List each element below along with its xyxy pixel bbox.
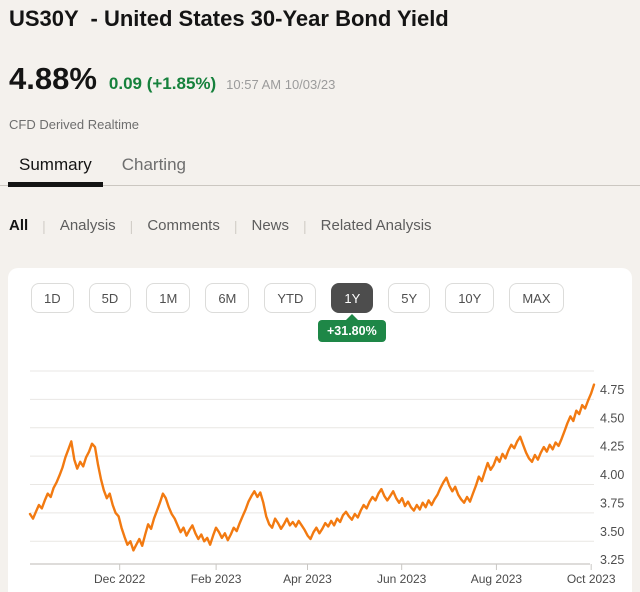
range-button-1y[interactable]: 1Y — [331, 283, 374, 313]
y-axis-label: 3.50 — [600, 525, 624, 539]
y-axis-label: 3.75 — [600, 496, 624, 510]
y-axis-label: 4.25 — [600, 440, 624, 454]
y-axis-label: 4.75 — [600, 383, 624, 397]
tab-summary[interactable]: Summary — [8, 146, 103, 187]
x-axis-label: Aug 2023 — [471, 572, 523, 586]
x-axis-label: Dec 2022 — [94, 572, 146, 586]
subnav-item-news[interactable]: News — [251, 217, 289, 234]
range-button-ytd[interactable]: YTD — [264, 283, 317, 313]
subnav-divider: | — [129, 217, 134, 234]
quote-timestamp: 10:57 AM 10/03/23 — [226, 77, 336, 92]
subnav-divider: | — [233, 217, 238, 234]
range-button-1d[interactable]: 1D — [31, 283, 74, 313]
tab-charting[interactable]: Charting — [121, 155, 186, 174]
x-axis-label: Oct 2023 — [567, 572, 616, 586]
subnav-item-all[interactable]: All — [9, 217, 29, 234]
chart-card: 1D 5D 1M 6M YTD 1Y 5Y 10Y MAX +31.80% 4.75 4.50 4.… — [8, 268, 632, 592]
subnav-divider: | — [42, 217, 46, 234]
page-title: US30Y - United States 30-Year Bond Yield — [9, 6, 449, 31]
y-axis-label: 4.00 — [600, 468, 624, 482]
x-axis-label: Feb 2023 — [191, 572, 242, 586]
yield-line-chart[interactable]: 4.75 4.50 4.25 4.00 3.75 3.50 3.25 Dec 2022 Feb … — [8, 362, 632, 592]
range-button-5y[interactable]: 5Y — [388, 283, 431, 313]
subnav-item-related-analysis[interactable]: Related Analysis — [320, 217, 432, 234]
range-selector: 1D 5D 1M 6M YTD 1Y 5Y 10Y MAX — [31, 283, 564, 313]
subnav-item-comments[interactable]: Comments — [147, 217, 220, 234]
data-source-note: CFD Derived Realtime — [9, 117, 140, 132]
range-button-10y[interactable]: 10Y — [445, 283, 495, 313]
main-tabs: Summary Charting — [0, 146, 640, 187]
last-price: 4.88% — [9, 61, 97, 96]
x-axis-label: Jun 2023 — [377, 572, 427, 586]
range-button-max[interactable]: MAX — [509, 283, 564, 313]
range-button-6m[interactable]: 6M — [205, 283, 250, 313]
price-row: 4.88% 0.09 (+1.85%) 10:57 AM 10/03/23 — [9, 60, 335, 97]
price-change: 0.09 (+1.85%) — [108, 74, 217, 93]
subnav-divider: | — [303, 217, 307, 234]
range-button-1m[interactable]: 1M — [146, 283, 191, 313]
subnav-item-analysis[interactable]: Analysis — [59, 217, 116, 234]
y-axis-label: 4.50 — [600, 411, 624, 425]
content-subnav: All | Analysis | Comments | News | Related Analy… — [9, 217, 432, 234]
range-change-badge: +31.80% — [318, 314, 386, 342]
range-button-5d[interactable]: 5D — [88, 283, 132, 313]
y-axis-label: 3.25 — [600, 553, 624, 567]
yield-series-line — [28, 383, 596, 552]
x-axis-label: Apr 2023 — [283, 572, 332, 586]
